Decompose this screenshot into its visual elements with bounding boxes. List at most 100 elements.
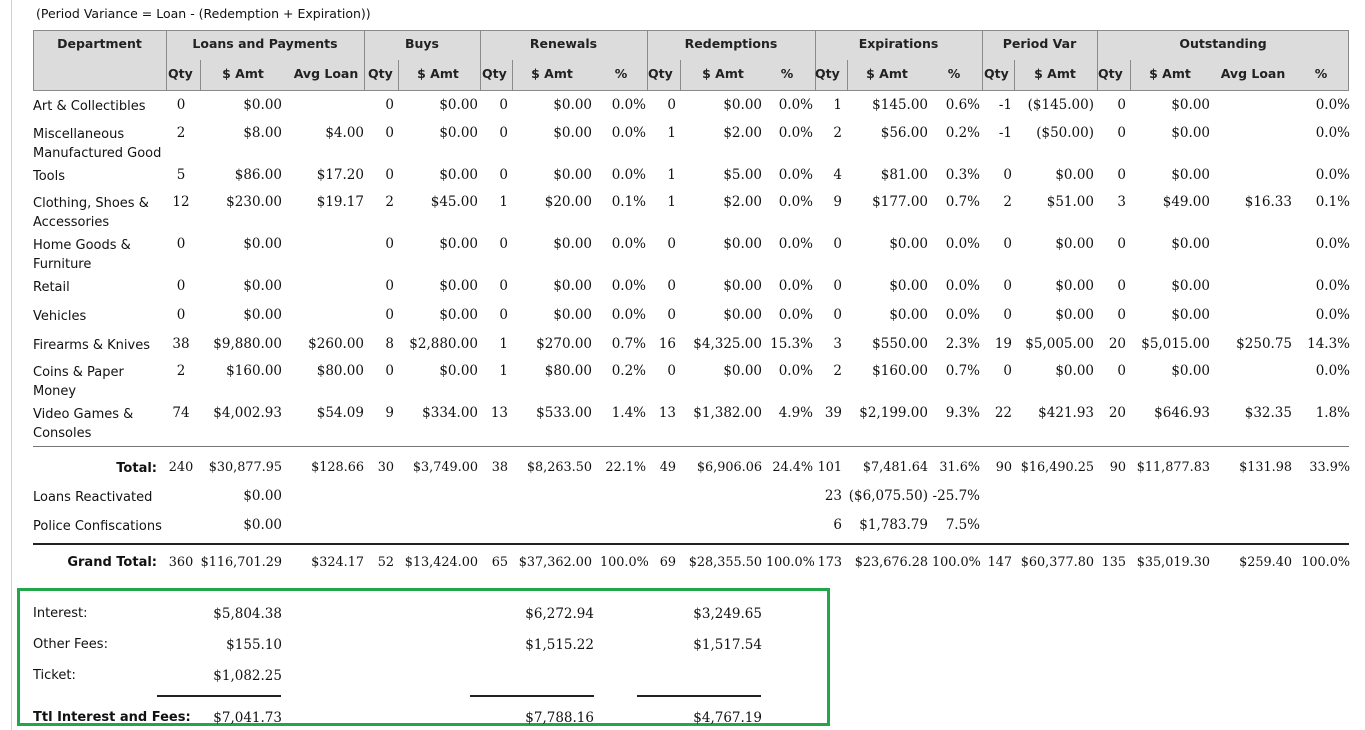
police-exp-pct: 7.5% [945,517,980,533]
row-loans-amt: $4,002.93 [213,405,282,421]
header-outstanding-avg: Avg Loan [1220,66,1286,81]
row-renewals-qty: 1 [499,363,508,379]
fees-subtotal-rule [157,695,281,697]
header-buys-qty: Qty [368,66,393,81]
row-loans-avg: $17.20 [316,167,364,183]
row-expirations-qty: 1 [833,97,842,113]
department-line: Consoles [33,426,92,441]
row-expirations-amt: $550.00 [872,336,928,352]
row-redemptions-pct: 15.3% [770,336,813,352]
row-loans-amt: $160.00 [226,363,282,379]
header-col-divider [815,30,816,91]
row-expirations-pct: 0.3% [945,167,980,183]
row-period-var-amt: ($50.00) [1036,125,1094,141]
header-sub-divider [680,60,681,91]
row-buys-amt: $0.00 [439,236,478,252]
row-renewals-pct: 0.0% [611,167,646,183]
row-period-var-amt: $51.00 [1046,194,1094,210]
row-buys-qty: 9 [385,405,394,421]
row-renewals-qty: 1 [499,336,508,352]
row-period-var-qty: 0 [1003,363,1012,379]
row-expirations-amt: $56.00 [880,125,928,141]
ticket-label: Ticket: [33,668,76,683]
header-expirations-amt: $ Amt [866,66,908,81]
loans-reactivated-exp-qty: 23 [824,488,842,504]
grand-total-period-var-qty: 147 [987,555,1012,570]
row-loans-amt: $0.00 [243,97,282,113]
other-fees-loans: $155.10 [226,637,282,653]
row-outstanding-amt: $49.00 [1162,194,1210,210]
total-expirations-qty: 101 [817,460,842,475]
row-renewals-pct: 1.4% [611,405,646,421]
row-outstanding-avg: $16.33 [1244,194,1292,210]
row-loans-qty: 5 [176,167,186,183]
row-renewals-amt: $533.00 [536,405,592,421]
police-exp-amt: $1,783.79 [859,517,928,533]
row-buys-qty: 0 [385,236,394,252]
grand-total-outstanding-pct: 100.0% [1301,555,1350,570]
other-fees-renewals: $1,515.22 [525,637,594,653]
department-line: Art & Collectibles [33,99,146,114]
department-line: Firearms & Knives [33,338,150,353]
row-buys-qty: 0 [385,307,394,323]
row-buys-qty: 0 [385,363,394,379]
row-outstanding-pct: 0.0% [1315,167,1350,183]
header-col-divider [982,30,983,91]
header-redemptions-qty: Qty [648,66,673,81]
department-line: Retail [33,280,70,295]
row-department: Coins & Paper Money [33,363,124,401]
row-period-var-qty: 0 [1003,236,1012,252]
group-outstanding: Outstanding [1179,36,1267,51]
row-outstanding-amt: $646.93 [1154,405,1210,421]
row-period-var-qty: -1 [998,125,1012,141]
grand-total-renewals-pct: 100.0% [600,555,649,570]
row-redemptions-qty: 0 [667,97,676,113]
header-renewals-amt: $ Amt [531,66,573,81]
ttl-interest-fees-label: Ttl Interest and Fees: [33,710,191,725]
total-outstanding-qty: 90 [1109,460,1126,475]
grand-total-period-var-amt: $60,377.80 [1020,555,1094,570]
grand-total-divider [33,543,1349,545]
row-period-var-qty: 22 [994,405,1012,421]
row-expirations-qty: 0 [833,236,842,252]
row-expirations-pct: 0.7% [945,194,980,210]
row-redemptions-amt: $1,382.00 [693,405,762,421]
header-loans-qty: Qty [168,66,193,81]
row-renewals-qty: 13 [490,405,508,421]
row-redemptions-qty: 16 [658,336,676,352]
table-header [33,30,1349,91]
row-period-var-qty: -1 [998,97,1012,113]
header-redemptions-pct: % [780,66,794,81]
row-renewals-amt: $0.00 [553,236,592,252]
row-period-var-amt: $0.00 [1055,278,1094,294]
row-renewals-qty: 0 [499,125,508,141]
group-redemptions: Redemptions [684,36,778,51]
other-fees-redemptions: $1,517.54 [693,637,762,653]
total-redemptions-qty: 49 [659,460,676,475]
header-department: Department [57,36,142,51]
row-redemptions-pct: 0.0% [778,307,813,323]
row-expirations-amt: $145.00 [872,97,928,113]
department-line: Furniture [33,257,92,272]
department-line: Manufactured Good [33,146,162,161]
total-redemptions-pct: 24.4% [772,460,813,475]
row-expirations-qty: 39 [824,405,842,421]
loans-reactivated-exp-amt: ($6,075.50) [848,488,928,504]
row-outstanding-qty: 0 [1117,125,1126,141]
department-line: Accessories [33,215,110,230]
fees-subtotal-rule [470,695,594,697]
row-buys-qty: 0 [385,125,394,141]
header-loans-avg: Avg Loan [293,66,359,81]
police-amt: $0.00 [243,517,282,533]
row-buys-amt: $0.00 [439,278,478,294]
row-expirations-pct: 0.2% [945,125,980,141]
row-buys-qty: 0 [385,167,394,183]
row-renewals-pct: 0.0% [611,236,646,252]
row-loans-qty: 0 [176,97,186,113]
header-loans-amt: $ Amt [222,66,264,81]
page-left-border [11,0,12,730]
row-outstanding-avg: $32.35 [1244,405,1292,421]
police-exp-qty: 6 [833,517,842,533]
row-outstanding-qty: 3 [1117,194,1126,210]
police-confiscations-label: Police Confiscations [33,519,162,534]
